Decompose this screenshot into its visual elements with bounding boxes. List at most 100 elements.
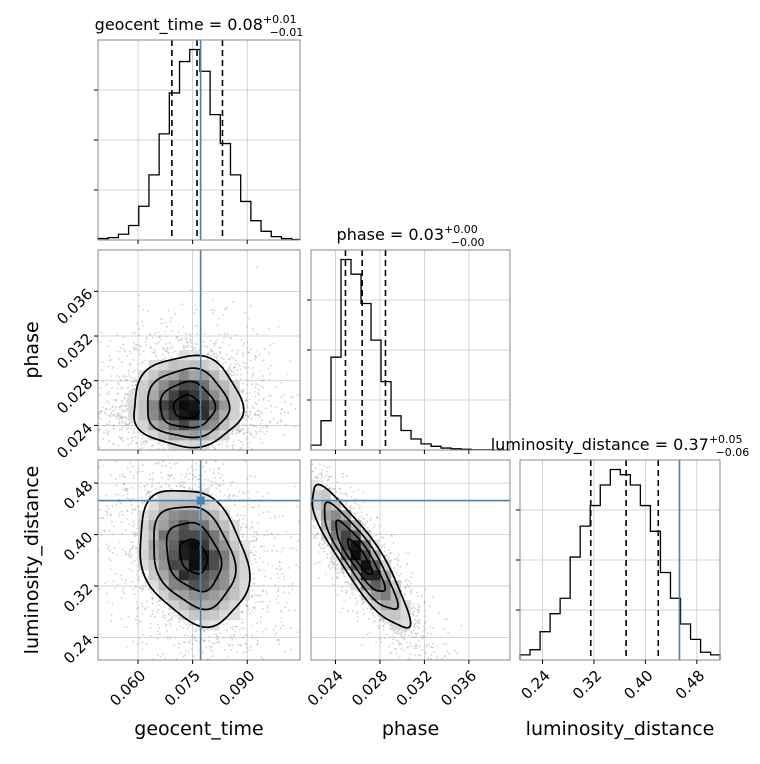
scatter-point <box>101 445 103 447</box>
scatter-point <box>178 647 180 649</box>
scatter-point <box>145 582 147 584</box>
scatter-point <box>250 662 252 664</box>
scatter-point <box>105 510 107 512</box>
scatter-point <box>123 448 125 450</box>
scatter-point <box>204 677 206 679</box>
scatter-point <box>196 629 198 631</box>
scatter-point <box>275 407 277 409</box>
title-sup: +0.00 <box>444 223 478 236</box>
scatter-point <box>177 340 179 342</box>
density-cell <box>159 420 169 430</box>
scatter-point <box>161 322 163 324</box>
scatter-point <box>126 646 128 648</box>
scatter-point <box>265 408 267 410</box>
scatter-point <box>203 466 205 468</box>
scatter-point <box>109 355 111 357</box>
scatter-point <box>285 424 287 426</box>
scatter-point <box>140 441 142 443</box>
scatter-point <box>94 553 96 555</box>
scatter-point <box>257 392 259 394</box>
density-cell <box>179 410 189 420</box>
scatter-point <box>304 423 306 425</box>
scatter-point <box>234 504 236 506</box>
scatter-point <box>353 491 355 493</box>
scatter-point <box>252 373 254 375</box>
scatter-point <box>110 514 112 516</box>
scatter-point <box>87 367 89 369</box>
scatter-point <box>173 612 175 614</box>
scatter-point <box>274 467 276 469</box>
scatter-point <box>241 462 243 464</box>
scatter-point <box>210 355 212 357</box>
scatter-point <box>262 561 264 563</box>
scatter-point <box>183 326 185 328</box>
density-cell <box>209 610 219 620</box>
scatter-point <box>119 541 121 543</box>
scatter-point <box>191 346 193 348</box>
scatter-point <box>142 634 144 636</box>
scatter-point <box>123 377 125 379</box>
scatter-point <box>184 487 186 489</box>
scatter-point <box>231 516 233 518</box>
scatter-point <box>258 399 260 401</box>
scatter-point <box>118 436 120 438</box>
scatter-point <box>255 426 257 428</box>
scatter-point <box>82 366 84 368</box>
scatter-point <box>134 370 136 372</box>
scatter-point <box>157 630 159 632</box>
scatter-point <box>258 601 260 603</box>
scatter-point <box>214 455 216 457</box>
scatter-point <box>256 622 258 624</box>
scatter-point <box>137 607 139 609</box>
scatter-point <box>91 405 93 407</box>
scatter-point <box>170 321 172 323</box>
scatter-point <box>188 625 190 627</box>
scatter-point <box>278 577 280 579</box>
scatter-point <box>171 680 173 682</box>
scatter-point <box>263 550 265 552</box>
scatter-point <box>53 393 55 395</box>
scatter-point <box>242 518 244 520</box>
scatter-point <box>230 627 232 629</box>
scatter-point <box>193 474 195 476</box>
scatter-point <box>107 601 109 603</box>
scatter-point <box>124 626 126 628</box>
scatter-point <box>103 529 105 531</box>
scatter-point <box>283 591 285 593</box>
scatter-point <box>388 646 390 648</box>
scatter-point <box>252 328 254 330</box>
scatter-point <box>219 672 221 674</box>
scatter-point <box>162 611 164 613</box>
scatter-point <box>131 385 133 387</box>
scatter-point <box>248 352 250 354</box>
scatter-point <box>270 373 272 375</box>
scatter-point <box>246 605 248 607</box>
scatter-point <box>165 452 167 454</box>
scatter-point <box>136 623 138 625</box>
scatter-point <box>168 456 170 458</box>
scatter-point <box>108 440 110 442</box>
scatter-point <box>118 494 120 496</box>
density-cell <box>149 560 159 570</box>
scatter-point <box>176 615 178 617</box>
scatter-point <box>273 545 275 547</box>
scatter-point <box>275 386 277 388</box>
scatter-point <box>139 620 141 622</box>
scatter-point <box>164 458 166 460</box>
scatter-point <box>123 349 125 351</box>
scatter-point <box>280 610 282 612</box>
scatter-point <box>138 295 140 297</box>
scatter-point <box>260 369 262 371</box>
scatter-point <box>135 619 137 621</box>
scatter-point <box>245 363 247 365</box>
scatter-point <box>238 439 240 441</box>
scatter-point <box>164 331 166 333</box>
scatter-point <box>279 683 281 685</box>
scatter-point <box>101 369 103 371</box>
scatter-point <box>125 393 127 395</box>
scatter-point <box>130 541 132 543</box>
scatter-point <box>157 638 159 640</box>
scatter-point <box>168 479 170 481</box>
scatter-point <box>135 458 137 460</box>
